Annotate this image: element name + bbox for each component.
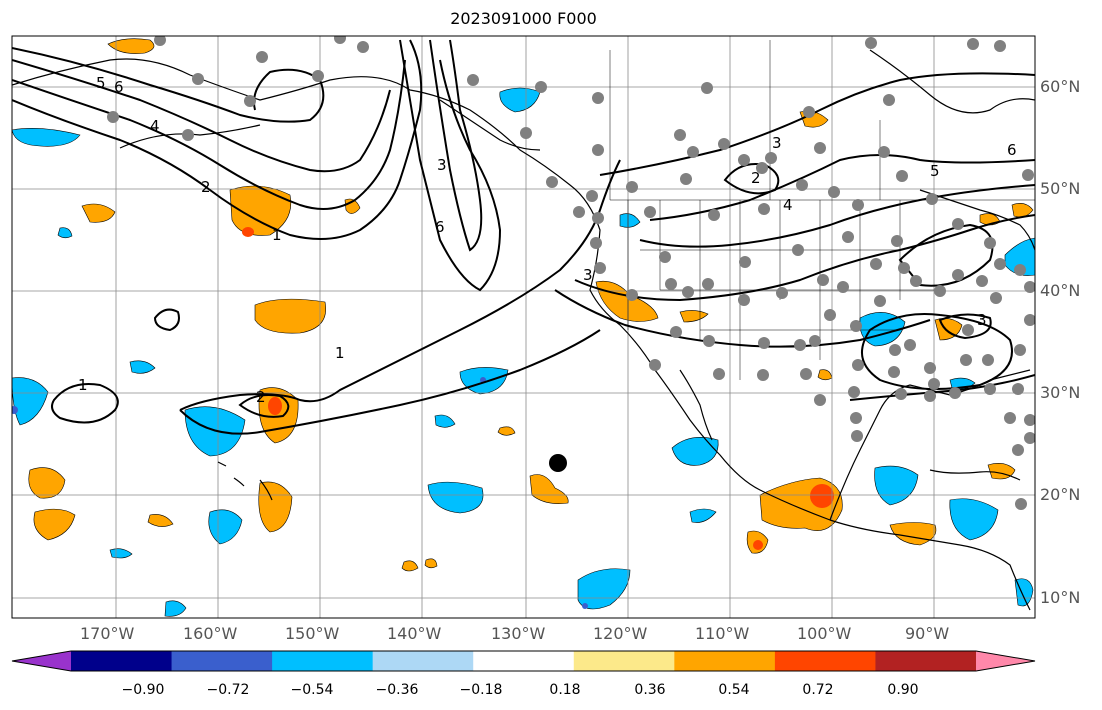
- station-markers: [107, 36, 1035, 510]
- colorbar-tick-label: −0.18: [459, 682, 503, 698]
- lon-label: 100°W: [797, 624, 852, 643]
- lat-label: 10°N: [1040, 588, 1081, 607]
- colorbar-tick-label: 0.72: [802, 682, 834, 698]
- colorbar-tick-label: 0.36: [634, 682, 666, 698]
- map-title: 2023091000 F000: [450, 9, 597, 28]
- contour-label: 2: [256, 388, 266, 406]
- plot-area: [12, 36, 1035, 618]
- contour-label: 3: [437, 156, 447, 174]
- contour-label: 1: [272, 226, 282, 244]
- colorbar-segment: [71, 651, 173, 671]
- contour-label: 1: [335, 344, 345, 362]
- lon-label: 110°W: [695, 624, 750, 643]
- colorbar-segment: [272, 651, 374, 671]
- plot-frame: [11, 35, 1036, 619]
- contour-label: 1: [78, 376, 88, 394]
- lon-label: 160°W: [183, 624, 238, 643]
- colorbar-segment: [171, 651, 273, 671]
- contour-label: 3: [583, 266, 593, 284]
- colorbar-extend-high: [976, 651, 1035, 671]
- colorbar-segment: [372, 651, 474, 671]
- colorbar-segment: [573, 651, 675, 671]
- lat-label: 50°N: [1040, 179, 1081, 198]
- lon-label: 130°W: [491, 624, 546, 643]
- lon-label: 90°W: [905, 624, 950, 643]
- colorbar-outline: [11, 650, 1036, 672]
- colorbar-tick-label: 0.90: [887, 682, 919, 698]
- colorbar-tick-label: −0.72: [206, 682, 250, 698]
- contour-label: 2: [751, 169, 761, 187]
- colorbar-tick-label: −0.54: [290, 682, 334, 698]
- contour-label-layer: 1 1 1 2 2 2 3 3 3 3 4 4 5 5 6 6 6: [78, 74, 1017, 406]
- lon-label: 120°W: [593, 624, 648, 643]
- colorbar: [11, 650, 1036, 672]
- colorbar-segment: [473, 651, 575, 671]
- strong-positive-shading: [242, 227, 834, 550]
- contour-label: 6: [435, 218, 445, 236]
- colorbar-extend-low: [12, 651, 71, 671]
- colorbar-segment: [674, 651, 776, 671]
- contour-label: 4: [150, 117, 160, 135]
- contour-label: 5: [96, 74, 106, 92]
- graticule: [12, 36, 1035, 618]
- lat-label: 20°N: [1040, 485, 1081, 504]
- lon-label: 140°W: [387, 624, 442, 643]
- contour-label: 3: [772, 134, 782, 152]
- contour-lines: [12, 39, 1035, 435]
- lat-label: 60°N: [1040, 77, 1081, 96]
- contour-label: 4: [783, 196, 793, 214]
- colorbar-segment: [774, 651, 876, 671]
- state-borders: [609, 40, 1035, 380]
- colorbar-tick-label: −0.90: [121, 682, 165, 698]
- highlight-marker: [549, 454, 567, 472]
- contour-label: 6: [1007, 141, 1017, 159]
- colorbar-segment: [875, 651, 977, 671]
- colorbar-tick-label: 0.18: [549, 682, 581, 698]
- lat-label: 30°N: [1040, 383, 1081, 402]
- colorbar-tick-label: −0.36: [375, 682, 419, 698]
- lat-label: 40°N: [1040, 281, 1081, 300]
- lon-label: 150°W: [285, 624, 340, 643]
- contour-label: 6: [114, 78, 124, 96]
- colorbar-tick-label: 0.54: [718, 682, 750, 698]
- lon-label: 170°W: [80, 624, 135, 643]
- contour-label: 3: [977, 311, 987, 329]
- contour-label: 5: [930, 162, 940, 180]
- contour-label: 2: [201, 178, 211, 196]
